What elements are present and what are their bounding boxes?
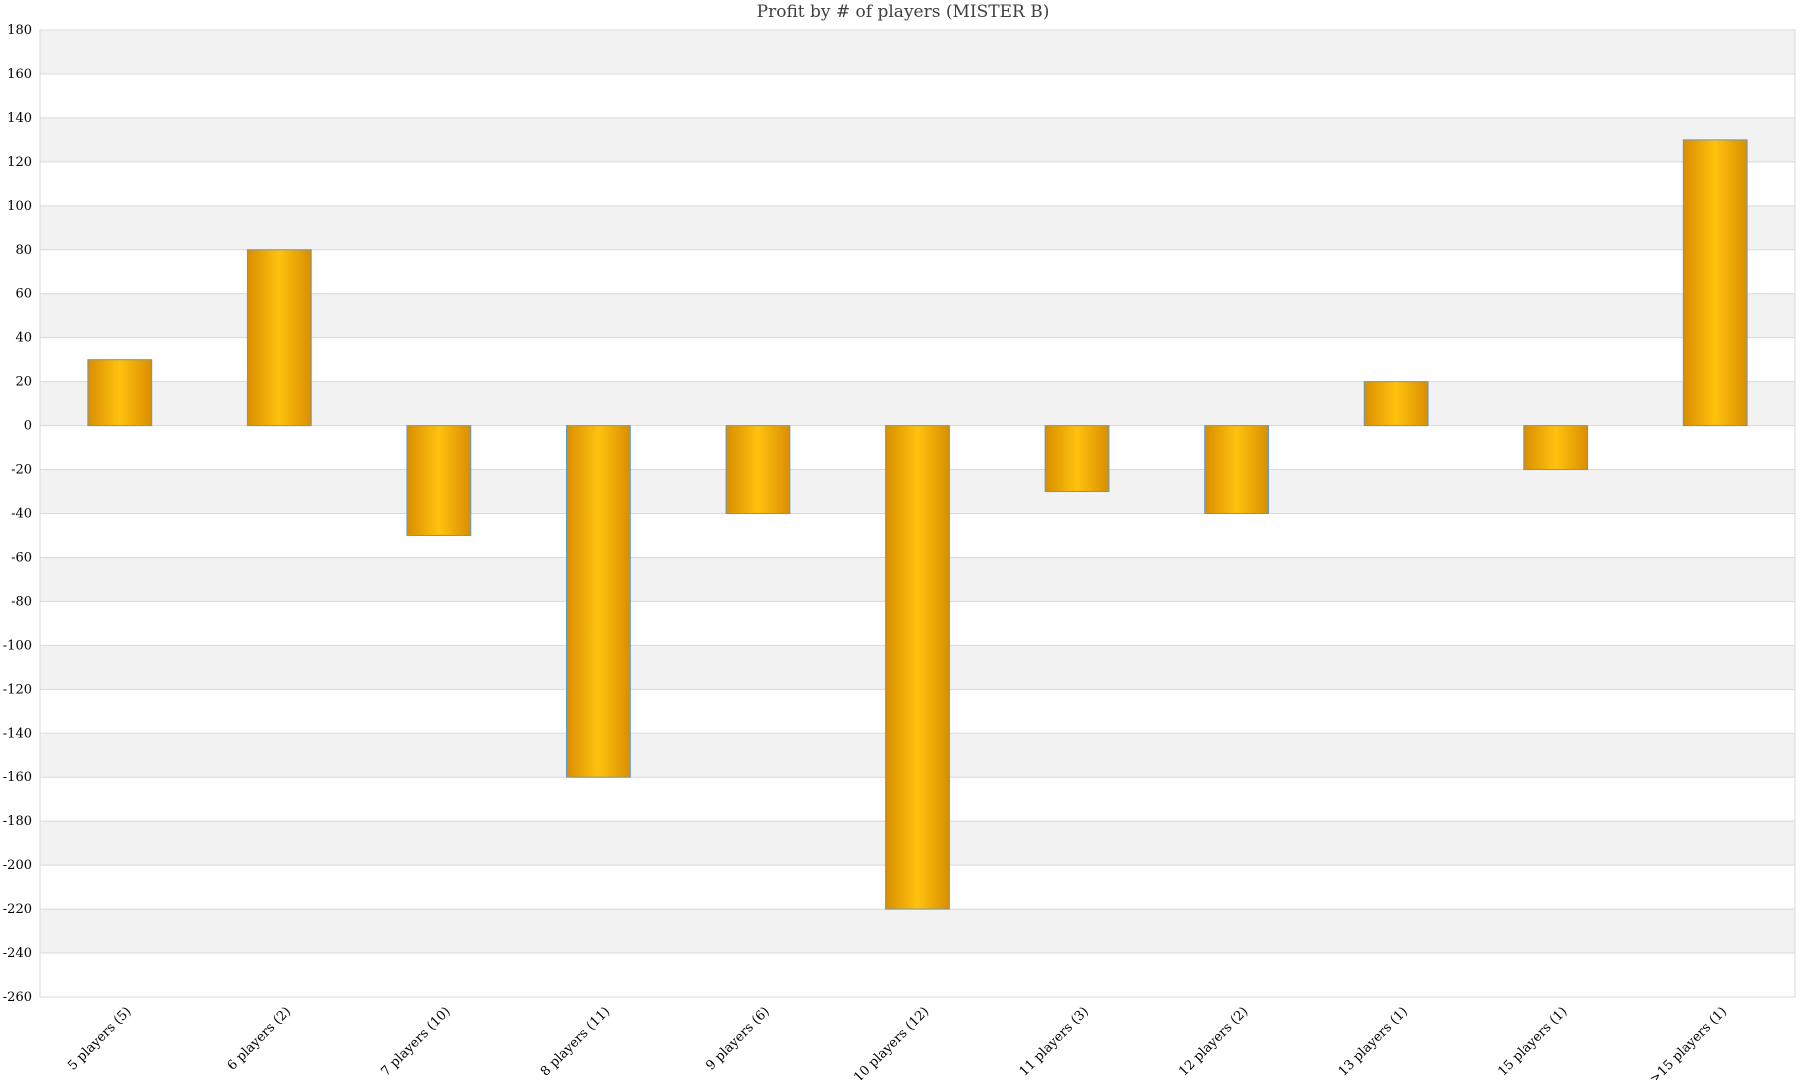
y-tick-label: -120 xyxy=(3,682,32,697)
x-tick-label: 8 players (11) xyxy=(538,1004,613,1079)
y-tick-label: 40 xyxy=(15,331,32,346)
y-tick-label: -200 xyxy=(3,858,32,873)
chart-title: Profit by # of players (MISTER B) xyxy=(757,2,1050,22)
bar xyxy=(885,425,950,910)
y-tick-label: -140 xyxy=(3,726,32,741)
y-tick-label: 120 xyxy=(7,155,32,170)
y-tick-label: 20 xyxy=(15,375,32,390)
x-tick-label: 10 players (12) xyxy=(851,1004,932,1080)
y-tick-label: -40 xyxy=(11,507,32,522)
x-tick-label: 13 players (1) xyxy=(1336,1004,1411,1079)
x-tick-label: 6 players (2) xyxy=(225,1004,294,1073)
plot-band xyxy=(40,205,1795,250)
plot-band xyxy=(40,381,1795,426)
x-tick-label: 15 players (1) xyxy=(1495,1004,1570,1079)
x-axis: 5 players (5) 6 players (2) 7 players (10)… xyxy=(65,1004,1730,1080)
bar xyxy=(1682,139,1748,427)
plot-band xyxy=(40,30,1795,74)
y-tick-label: 60 xyxy=(15,287,32,302)
bar xyxy=(1044,425,1110,493)
y-tick-label: -260 xyxy=(3,990,32,1005)
y-axis: 180 160 140 120 100 80 60 40 20 0 -20 -40 -60 -80 -100… xyxy=(3,23,32,1005)
y-tick-label: 160 xyxy=(7,67,32,82)
y-tick-label: -60 xyxy=(11,550,32,565)
bar-series xyxy=(87,139,1748,910)
plot-band xyxy=(40,117,1795,162)
y-tick-label: -100 xyxy=(3,638,32,653)
x-tick-label: 5 players (5) xyxy=(65,1004,134,1073)
x-tick-label: >15 players (1) xyxy=(1647,1004,1730,1080)
y-tick-label: 100 xyxy=(7,199,32,214)
bar xyxy=(87,359,153,427)
bar xyxy=(246,249,312,427)
y-tick-label: -160 xyxy=(3,770,32,785)
y-tick-label: 80 xyxy=(15,243,32,258)
y-tick-label: -20 xyxy=(11,463,32,478)
plot-area-border xyxy=(39,29,1796,998)
y-tick-label: 140 xyxy=(7,111,32,126)
bar xyxy=(1204,425,1269,514)
y-tick-label: 0 xyxy=(24,419,32,434)
bar xyxy=(1363,381,1429,427)
bar xyxy=(566,425,631,778)
y-tick-label: 180 xyxy=(7,23,32,38)
x-tick-label: 7 players (10) xyxy=(378,1004,453,1079)
x-tick-label: 11 players (3) xyxy=(1017,1004,1092,1079)
x-tick-label: 9 players (6) xyxy=(703,1004,772,1073)
bar xyxy=(1523,425,1589,471)
x-tick-label: 12 players (2) xyxy=(1176,1004,1251,1079)
y-tick-label: -80 xyxy=(11,594,32,609)
plot-band xyxy=(40,293,1795,338)
y-tick-label: -240 xyxy=(3,946,32,961)
bar xyxy=(725,425,791,514)
y-tick-label: -180 xyxy=(3,814,32,829)
bar xyxy=(406,425,472,536)
y-tick-label: -220 xyxy=(3,902,32,917)
plot-band xyxy=(40,909,1795,954)
